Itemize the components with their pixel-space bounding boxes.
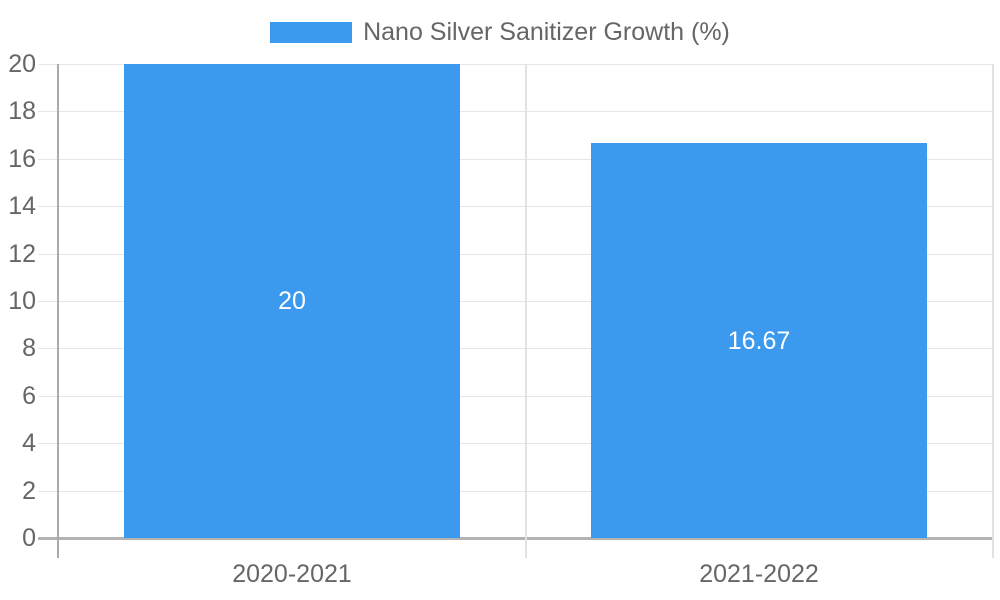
y-axis-tick-label: 14 [8, 192, 36, 220]
gridline [38, 301, 993, 302]
y-axis-tick-label: 18 [8, 97, 36, 125]
y-axis-tick-label: 2 [22, 477, 36, 505]
y-axis-tick-label: 16 [8, 145, 36, 173]
y-axis-tick-label: 12 [8, 240, 36, 268]
bar-value-label: 16.67 [727, 327, 791, 355]
category-boundary-line [992, 64, 994, 558]
gridline [38, 491, 993, 492]
x-axis-tick-label: 2021-2022 [699, 560, 819, 588]
zero-baseline [38, 537, 993, 540]
gridline [38, 254, 993, 255]
gridline [38, 111, 993, 112]
legend-item[interactable]: Nano Silver Sanitizer Growth (%) [0, 19, 1000, 45]
bar-value-label: 20 [278, 287, 306, 315]
gridline [38, 396, 993, 397]
category-boundary-line [525, 64, 527, 558]
legend-swatch [270, 21, 353, 43]
y-axis-line [57, 64, 59, 558]
bar[interactable] [124, 64, 460, 538]
gridline [38, 443, 993, 444]
gridline [38, 206, 993, 207]
gridline [38, 159, 993, 160]
y-axis-tick-label: 20 [8, 50, 36, 78]
y-axis-tick-label: 0 [22, 524, 36, 552]
y-axis-tick-label: 6 [22, 382, 36, 410]
y-axis-tick-label: 4 [22, 429, 36, 457]
y-axis-tick-label: 10 [8, 287, 36, 315]
legend-label: Nano Silver Sanitizer Growth (%) [363, 18, 730, 46]
x-axis-tick-label: 2020-2021 [232, 560, 352, 588]
y-axis-tick-label: 8 [22, 334, 36, 362]
gridline [38, 64, 993, 65]
gridline [38, 348, 993, 349]
bar[interactable] [591, 143, 927, 538]
